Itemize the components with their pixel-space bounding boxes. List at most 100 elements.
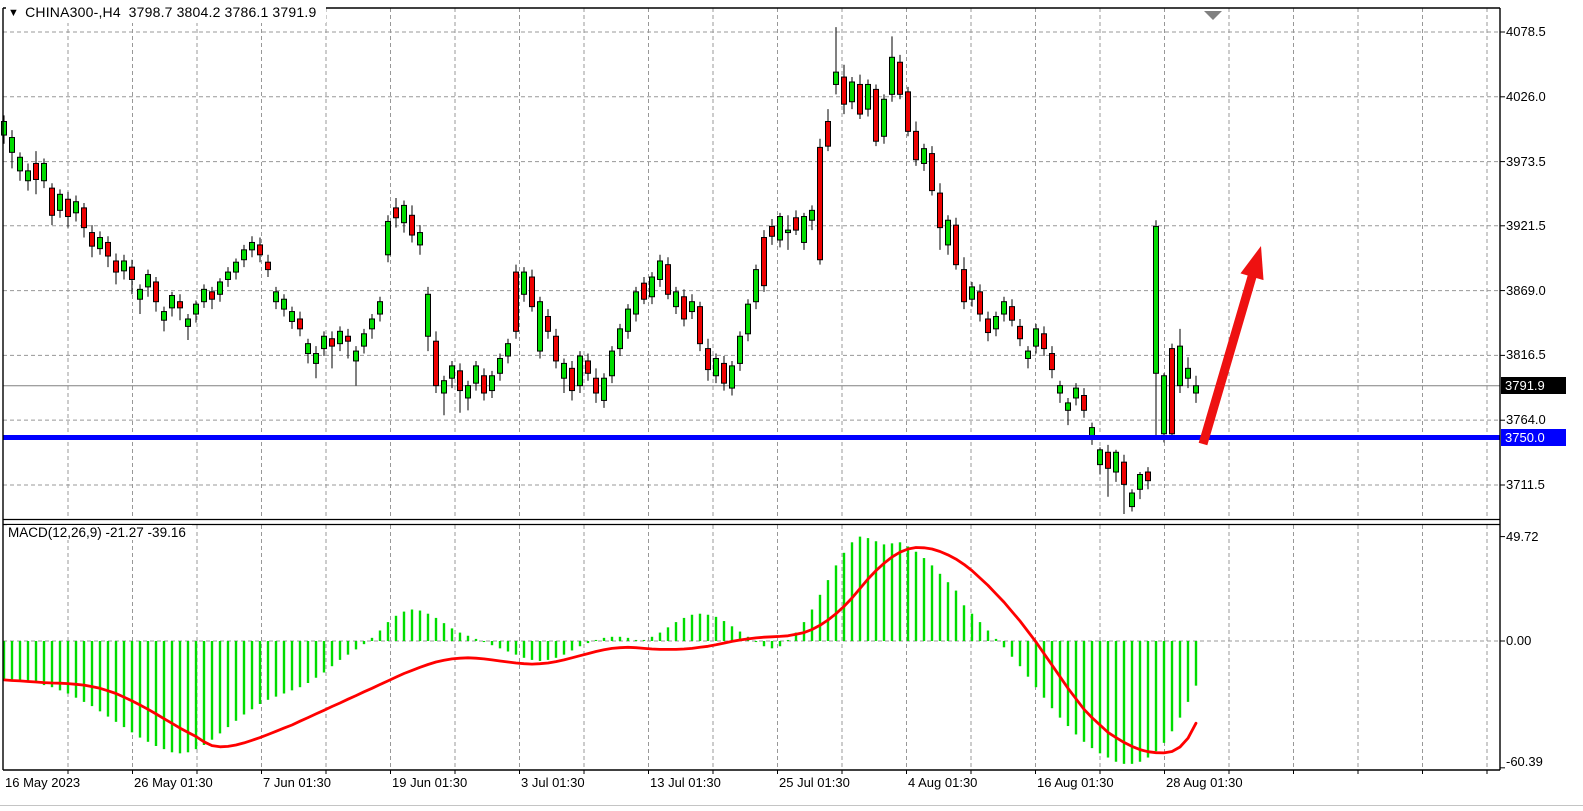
- macd-histogram-bar: [186, 641, 190, 753]
- candle-bearish: [209, 291, 215, 300]
- candlestick-layer[interactable]: [1, 27, 1199, 514]
- candle-bullish: [521, 271, 527, 295]
- macd-histogram-bar: [898, 542, 902, 641]
- macd-histogram-bar: [970, 613, 974, 641]
- macd-histogram-bar: [58, 641, 62, 691]
- macd-histogram-bar: [386, 622, 390, 641]
- macd-histogram-bar: [754, 641, 758, 643]
- candle-bullish: [505, 343, 511, 357]
- macd-histogram-bar: [338, 641, 342, 660]
- candle-bearish: [697, 306, 703, 345]
- macd-axis-label: 49.72: [1506, 528, 1539, 544]
- macd-histogram-bar: [1178, 641, 1182, 718]
- macd-histogram-bar: [994, 638, 998, 641]
- macd-histogram-bar: [946, 582, 950, 641]
- macd-histogram-bar: [506, 641, 510, 652]
- macd-histogram-bar: [570, 641, 574, 651]
- candle-bullish: [969, 286, 975, 300]
- macd-histogram-bar: [498, 641, 502, 649]
- candle-bearish: [297, 318, 303, 330]
- header-high-value: 3804.2: [176, 4, 221, 20]
- time-axis-label: 25 Jul 01:30: [779, 775, 850, 790]
- macd-histogram-bar: [90, 641, 94, 707]
- sell-direction-icon: ▼: [8, 7, 20, 19]
- candle-bearish: [961, 269, 967, 303]
- scroll-to-end-marker-icon[interactable]: [1204, 11, 1222, 20]
- time-axis-label: 7 Jun 01:30: [263, 775, 331, 790]
- candle-bullish: [1185, 367, 1191, 379]
- macd-histogram-bar: [490, 641, 494, 646]
- macd-histogram-bar: [962, 605, 966, 641]
- macd-histogram-bar: [1066, 641, 1070, 727]
- candle-bullish: [1161, 375, 1167, 435]
- candle-bearish: [593, 377, 599, 394]
- macd-histogram-bar: [842, 552, 846, 641]
- candle-bullish: [729, 365, 735, 389]
- macd-histogram-bar: [146, 641, 150, 742]
- macd-histogram-bar: [314, 641, 318, 678]
- candle-bullish: [633, 291, 639, 315]
- macd-histogram-bar: [450, 628, 454, 641]
- candle-bearish: [977, 291, 983, 315]
- macd-histogram-bar: [1058, 641, 1062, 718]
- candle-bullish: [809, 209, 815, 221]
- macd-histogram-bar: [1106, 641, 1110, 758]
- candle-bearish: [929, 153, 935, 192]
- macd-histogram-bar: [1050, 641, 1054, 709]
- macd-histogram-bar: [434, 617, 438, 641]
- candle-bullish: [737, 335, 743, 364]
- price-axis-label: 4078.5: [1506, 24, 1546, 39]
- price-axis-label: 3711.5: [1506, 476, 1545, 492]
- candle-bullish: [321, 335, 327, 350]
- macd-histogram-bar: [554, 641, 558, 658]
- candle-bullish: [993, 316, 999, 330]
- candle-bullish: [305, 343, 311, 355]
- candle-bullish: [537, 301, 543, 352]
- macd-histogram-layer[interactable]: [2, 536, 1198, 764]
- macd-histogram-bar: [626, 637, 630, 641]
- candle-bullish: [1001, 301, 1007, 315]
- time-axis[interactable]: 16 May 2023 26 May 01:30 7 Jun 01:30 19 Jun…: [0, 771, 1583, 801]
- price-axis-label: 3764.0: [1506, 412, 1546, 428]
- macd-histogram-bar: [138, 641, 142, 738]
- candle-bullish: [1137, 473, 1143, 490]
- candle-bullish: [689, 301, 695, 313]
- candle-bearish: [641, 282, 647, 300]
- candle-bearish: [793, 217, 799, 231]
- candle-bullish: [73, 201, 79, 214]
- candle-bullish: [1097, 449, 1103, 466]
- macd-histogram-bar: [690, 614, 694, 641]
- candle-bullish: [361, 333, 367, 347]
- candle-bullish: [25, 170, 31, 182]
- trend-arrow-shaft[interactable]: [1198, 267, 1259, 446]
- candle-bearish: [153, 281, 159, 303]
- macd-histogram-bar: [266, 641, 270, 700]
- macd-histogram-bar: [1130, 641, 1134, 764]
- candle-bearish: [1121, 461, 1127, 485]
- candle-bullish: [921, 148, 927, 164]
- macd-histogram-bar: [290, 641, 294, 691]
- candle-bearish: [433, 340, 439, 387]
- macd-histogram-bar: [682, 617, 686, 641]
- macd-histogram-bar: [210, 641, 214, 740]
- macd-histogram-bar: [762, 641, 766, 647]
- macd-histogram-bar: [666, 627, 670, 641]
- candle-bullish: [777, 216, 783, 241]
- header-close-value: 3791.9: [272, 4, 317, 20]
- macd-histogram-bar: [594, 639, 598, 641]
- macd-histogram-bar: [42, 641, 46, 686]
- status-bar-divider: [0, 805, 1583, 806]
- candle-bullish: [1193, 385, 1199, 394]
- candle-bullish: [1073, 387, 1079, 399]
- macd-histogram-bar: [106, 641, 110, 717]
- candle-bearish: [841, 76, 847, 105]
- macd-histogram-bar: [578, 641, 582, 647]
- price-axis-label: 4026.0: [1506, 88, 1546, 104]
- macd-histogram-bar: [610, 636, 614, 641]
- macd-histogram-bar: [426, 613, 430, 641]
- macd-histogram-bar: [418, 610, 422, 641]
- trend-arrow-head[interactable]: [1240, 246, 1264, 281]
- macd-histogram-bar: [226, 641, 230, 728]
- candle-bullish: [889, 56, 895, 95]
